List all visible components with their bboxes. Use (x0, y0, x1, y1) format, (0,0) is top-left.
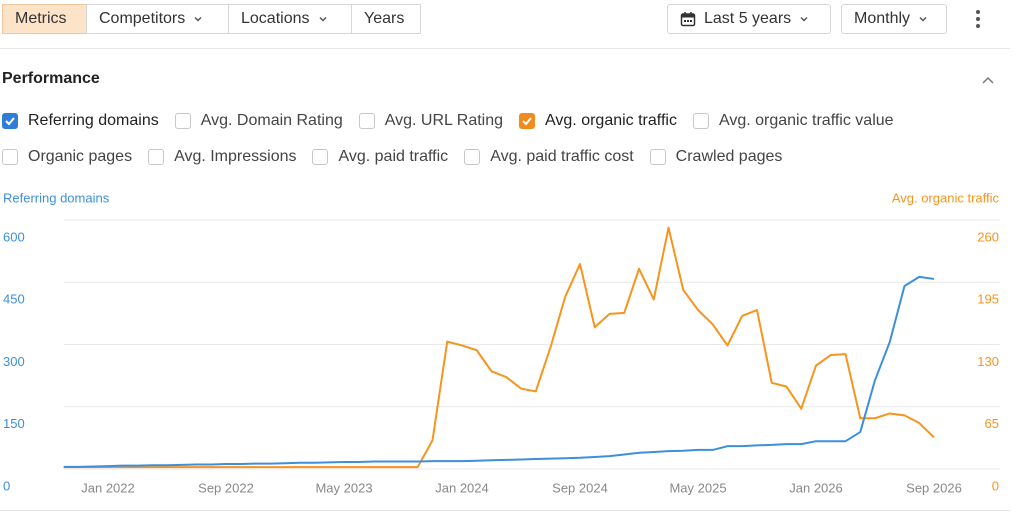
x-tick-label: Sep 2022 (198, 480, 254, 495)
y-tick-label: 150 (3, 416, 25, 431)
tab-label: Years (364, 10, 405, 27)
x-tick-label: May 2025 (669, 480, 726, 495)
x-tick-label: Jan 2022 (81, 480, 135, 495)
y2-tick-label: 0 (992, 478, 999, 493)
y-tick-label: 300 (3, 354, 25, 369)
checkbox[interactable] (174, 113, 191, 129)
checkbox-label: Avg. organic traffic (545, 112, 677, 129)
checkbox-item[interactable]: Avg. Domain Rating (174, 112, 343, 130)
metrics-tab[interactable]: Metrics (2, 4, 87, 34)
chevron (800, 16, 808, 22)
checkbox-item[interactable]: Crawled pages (649, 148, 783, 166)
interval-dropdown[interactable]: Monthly (841, 4, 947, 34)
y-axis-title: Referring domains (3, 190, 110, 205)
checkbox-item[interactable]: Avg. organic traffic (519, 112, 677, 130)
chevron (919, 16, 927, 22)
tab-label: Competitors (99, 10, 186, 27)
y2-tick-label: 65 (985, 416, 999, 431)
checkbox-item[interactable]: Referring domains (2, 112, 159, 130)
checkbox-row: Organic pages Avg. Impressions Avg. paid t… (2, 148, 782, 166)
checkbox[interactable] (692, 113, 709, 129)
checkbox-label: Avg. paid traffic (338, 148, 449, 165)
chevron (318, 16, 327, 22)
check-mark (522, 117, 532, 126)
dropdown-label: Monthly (854, 10, 911, 27)
y2-tick-label: 195 (977, 292, 999, 307)
y2-tick-label: 130 (977, 354, 999, 369)
checkbox-label: Avg. URL Rating (384, 112, 504, 129)
y-tick-label: 0 (3, 478, 10, 493)
checkbox-label: Referring domains (28, 112, 159, 129)
checkbox[interactable] (649, 149, 666, 165)
checkbox-item[interactable]: Avg. paid traffic (312, 148, 448, 166)
checkbox-item[interactable]: Organic pages (2, 148, 132, 166)
checkbox-row: Referring domains Avg. Domain Rating Avg. … (2, 112, 894, 130)
checkbox[interactable] (2, 149, 18, 165)
tab-label: Metrics (15, 10, 67, 27)
checkbox[interactable] (358, 113, 375, 129)
y-tick-label: 600 (3, 229, 25, 244)
checkbox[interactable] (148, 149, 165, 165)
checkbox[interactable] (312, 149, 329, 165)
years-tab[interactable]: Years (351, 4, 421, 34)
checkbox-label: Avg. organic traffic value (718, 112, 894, 129)
checkbox[interactable] (2, 113, 18, 129)
y2-axis-title: Avg. organic traffic (892, 190, 1000, 205)
section-title: Performance (2, 70, 100, 87)
checkbox-item[interactable]: Avg. paid traffic cost (464, 148, 634, 166)
tab-label: Locations (241, 10, 310, 27)
checkbox-item[interactable]: Avg. URL Rating (358, 112, 504, 130)
x-tick-label: Sep 2026 (906, 480, 962, 495)
checkbox[interactable] (464, 149, 481, 165)
series-line (63, 275, 935, 468)
collapse-button[interactable] (980, 72, 996, 88)
y2-tick-label: 260 (977, 229, 999, 244)
divider (0, 510, 1010, 511)
x-tick-label: May 2023 (315, 480, 372, 495)
series-line (63, 226, 935, 469)
checkbox-item[interactable]: Avg. Impressions (148, 148, 296, 166)
locations-dropdown[interactable]: Locations (228, 4, 352, 34)
date-range-dropdown[interactable]: Last 5 years (667, 4, 831, 34)
competitors-dropdown[interactable]: Competitors (86, 4, 229, 34)
x-tick-label: Jan 2026 (789, 480, 843, 495)
checkbox-label: Organic pages (28, 148, 133, 165)
checkbox-label: Avg. Impressions (174, 148, 297, 165)
checkbox-label: Avg. paid traffic cost (490, 148, 634, 165)
checkbox-label: Avg. Domain Rating (200, 112, 343, 129)
x-tick-label: Sep 2024 (552, 480, 608, 495)
chevron (194, 16, 202, 22)
calendar-icon (680, 12, 696, 27)
more-menu[interactable] (972, 9, 984, 29)
checkbox[interactable] (519, 113, 536, 129)
x-tick-label: Jan 2024 (435, 480, 489, 495)
checkbox-item[interactable]: Avg. organic traffic value (692, 112, 894, 130)
checkbox-label: Crawled pages (675, 148, 783, 165)
check-mark (5, 117, 15, 126)
dropdown-label: Last 5 years (704, 10, 792, 27)
y-tick-label: 450 (3, 292, 25, 307)
divider (0, 48, 1010, 49)
